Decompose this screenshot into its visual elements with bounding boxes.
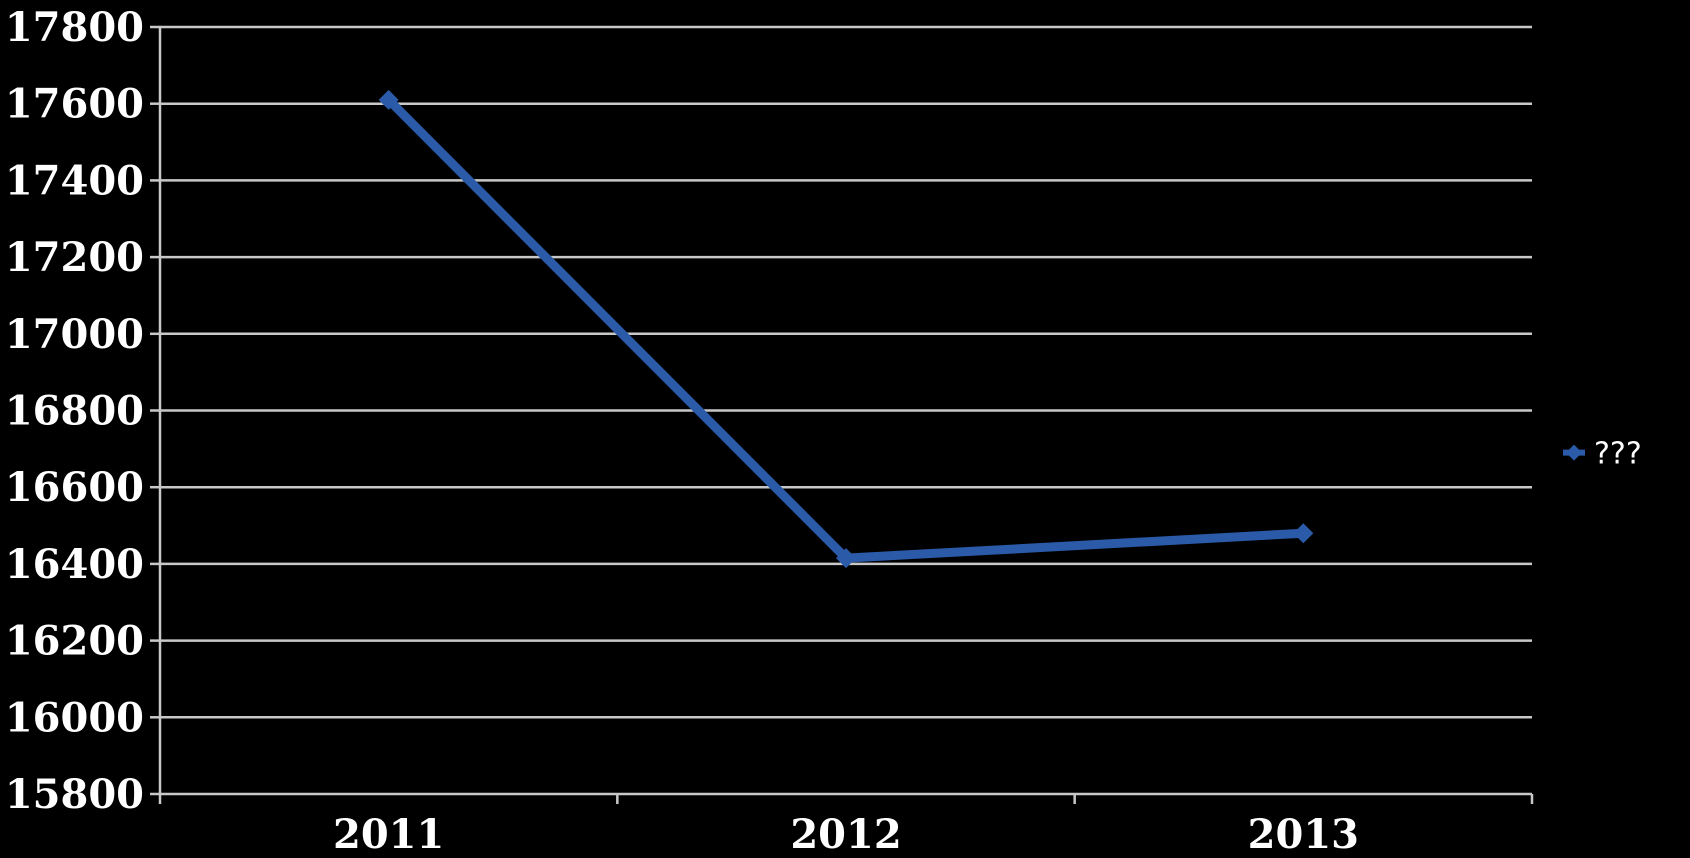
y-tick-label: 16400 bbox=[5, 541, 144, 588]
gridlines bbox=[160, 25, 1532, 719]
y-tick-label: 17200 bbox=[5, 234, 144, 281]
y-axis-ticks: 15800 16000 16200 16400 16600 16800 17000 17200… bbox=[5, 4, 160, 818]
x-axis-ticks: 2011 2012 2013 bbox=[158, 794, 1534, 858]
y-tick-label: 17400 bbox=[5, 157, 144, 204]
x-tick-label: 2011 bbox=[333, 811, 444, 858]
legend-entry-label: ??? bbox=[1594, 437, 1642, 472]
y-tick-label: 17000 bbox=[5, 311, 144, 358]
y-tick-label: 17800 bbox=[5, 4, 144, 51]
y-tick-label: 16600 bbox=[5, 464, 144, 511]
data-point-marker bbox=[836, 548, 856, 569]
data-point-marker bbox=[1293, 523, 1314, 544]
data-point-marker bbox=[378, 89, 399, 110]
legend-swatch-marker bbox=[1566, 444, 1582, 461]
legend: ??? bbox=[1563, 437, 1642, 472]
series-group bbox=[378, 89, 1314, 569]
y-tick-label: 15800 bbox=[5, 771, 144, 818]
x-tick-label: 2013 bbox=[1248, 811, 1359, 858]
x-tick-label: 2012 bbox=[790, 811, 901, 858]
y-tick-label: 16000 bbox=[5, 694, 144, 741]
y-tick-label: 16200 bbox=[5, 618, 144, 665]
y-tick-label: 16800 bbox=[5, 388, 144, 435]
y-tick-label: 17600 bbox=[5, 81, 144, 128]
